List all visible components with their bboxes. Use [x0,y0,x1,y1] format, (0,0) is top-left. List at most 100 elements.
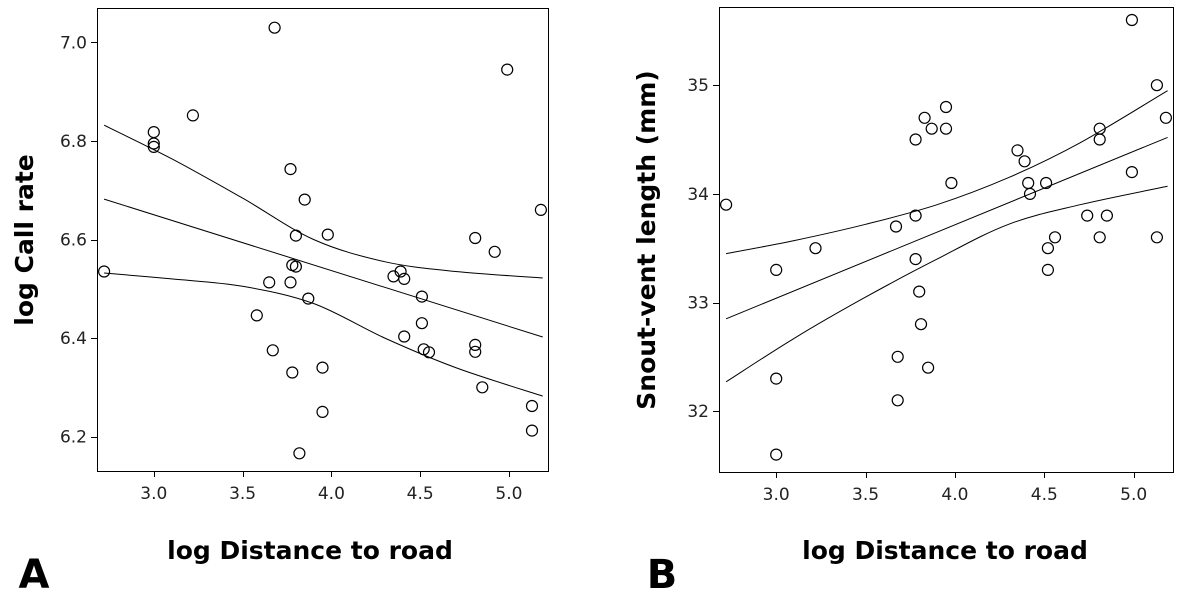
y-tick-label: 7.0 [60,33,87,53]
data-point [1150,79,1164,92]
data-point [293,447,306,460]
y-tick-label: 6.2 [60,428,87,448]
data-point [469,231,482,245]
x-tick-label: 3.0 [763,485,790,505]
data-point [289,229,302,242]
data-point [1093,122,1106,135]
data-point [316,361,329,374]
data-point [525,424,539,437]
data-point [394,265,407,278]
data-point [1018,155,1031,168]
ci-lower-line [104,272,543,397]
regression-line-group [103,198,543,338]
y-tick-label: 6.8 [60,132,87,152]
x-tick-label: 3.5 [229,484,256,504]
data-point [469,338,482,351]
data-point [939,122,953,135]
x-axis-ticks: 3.0 3.5 4.0 4.5 5.0 [140,471,522,504]
data-point [501,63,514,76]
data-point [1081,209,1094,222]
data-point [1011,144,1024,157]
data-point [918,111,931,124]
data-point [913,285,926,298]
ci-lower-line [725,185,1168,383]
data-point [909,253,922,266]
data-point [909,209,922,222]
y-axis-ticks: 6.2 6.4 6.6 6.8 7.0 [60,33,97,448]
data-point [1125,166,1139,179]
data-point [770,263,783,276]
y-tick-label: 6.4 [60,329,87,349]
data-point [1150,231,1164,244]
data-point [921,361,935,374]
ci-upper-line [103,124,543,279]
y-axis-title: Snout-vent length (mm) [632,70,661,409]
data-point [250,309,263,322]
data-point [286,366,299,379]
data-point [298,193,311,206]
x-tick-label: 4.5 [1031,485,1058,505]
data-point [289,260,302,273]
data-point [1093,133,1106,146]
data-point [186,109,199,122]
y-axis-ticks: 32 33 34 35 [687,76,719,422]
data-points [719,13,1173,461]
data-point [321,228,334,241]
x-axis-title: log Distance to road [802,536,1088,565]
panel-b-chart: 3.0 3.5 4.0 4.5 5.0 32 33 34 35 Snout-vent leng… [632,7,1174,594]
data-point [1125,13,1139,27]
plot-frame [97,8,549,472]
y-tick-label: 6.6 [60,231,87,251]
x-tick-label: 4.0 [941,485,968,505]
data-point [525,399,539,413]
data-point [1023,187,1037,200]
y-tick-label: 35 [687,76,709,96]
regression-line [103,198,543,338]
x-tick-label: 5.0 [495,484,522,504]
data-point [1159,111,1173,124]
confidence-band [725,90,1168,383]
panel-label: B [647,552,678,594]
x-tick-label: 3.0 [140,484,167,504]
data-point [422,346,436,359]
data-point [316,405,329,418]
data-point [1093,231,1106,244]
y-axis-title: log Call rate [10,154,39,326]
data-points [97,21,548,460]
data-point [1048,231,1062,244]
data-point [909,133,922,146]
data-point [1039,176,1053,190]
data-point [719,198,733,211]
data-point [1022,176,1035,190]
data-point [809,242,822,255]
data-point [263,276,276,289]
panel-label: A [19,552,50,594]
x-axis-ticks: 3.0 3.5 4.0 4.5 5.0 [763,472,1147,505]
data-point [415,317,428,330]
data-point [147,137,160,150]
data-point [925,122,938,135]
data-point [302,292,315,305]
data-point [889,220,903,233]
data-point [914,318,928,331]
y-tick-label: 33 [687,294,709,314]
ci-upper-line [726,90,1168,255]
data-point [939,100,953,114]
x-axis-title: log Distance to road [167,536,453,565]
data-point [945,176,958,190]
data-point [770,448,783,461]
data-point [1041,242,1055,255]
data-point [266,344,279,357]
data-point [268,21,281,34]
x-tick-label: 5.0 [1120,485,1147,505]
data-point [891,350,904,363]
data-point [770,372,783,385]
data-point [415,290,428,303]
plot-frame [719,7,1174,473]
y-tick-label: 32 [687,402,709,422]
data-point [488,245,501,258]
panel-a-chart: 3.0 3.5 4.0 4.5 5.0 6.2 6.4 6.6 6.8 7.0 log Call… [10,8,549,594]
data-point [1100,209,1114,222]
confidence-band [103,124,543,397]
x-tick-label: 4.0 [318,484,345,504]
